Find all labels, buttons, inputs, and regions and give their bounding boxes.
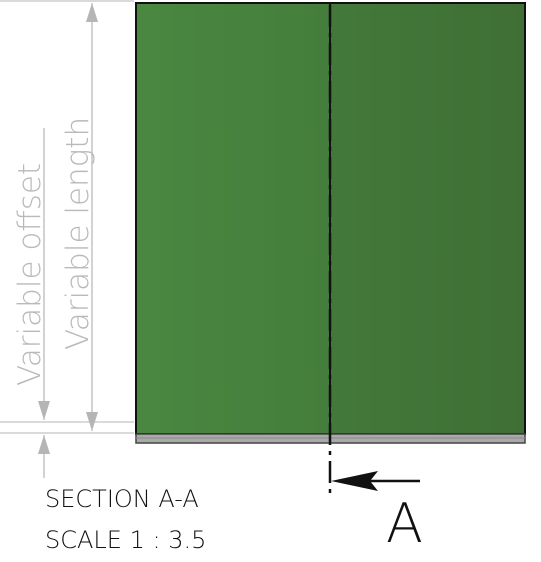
offset-dimension-label: Variable offset (12, 163, 48, 386)
length-dimension-label: Variable length (60, 117, 96, 350)
panel-left-face (137, 4, 330, 433)
section-arrow (331, 471, 420, 491)
section-panel (135, 2, 526, 435)
section-title: SECTION A-A (45, 485, 199, 513)
dimension-lines (0, 0, 134, 478)
section-marker-letter: A (386, 492, 423, 555)
section-scale: SCALE 1 : 3.5 (45, 526, 206, 554)
